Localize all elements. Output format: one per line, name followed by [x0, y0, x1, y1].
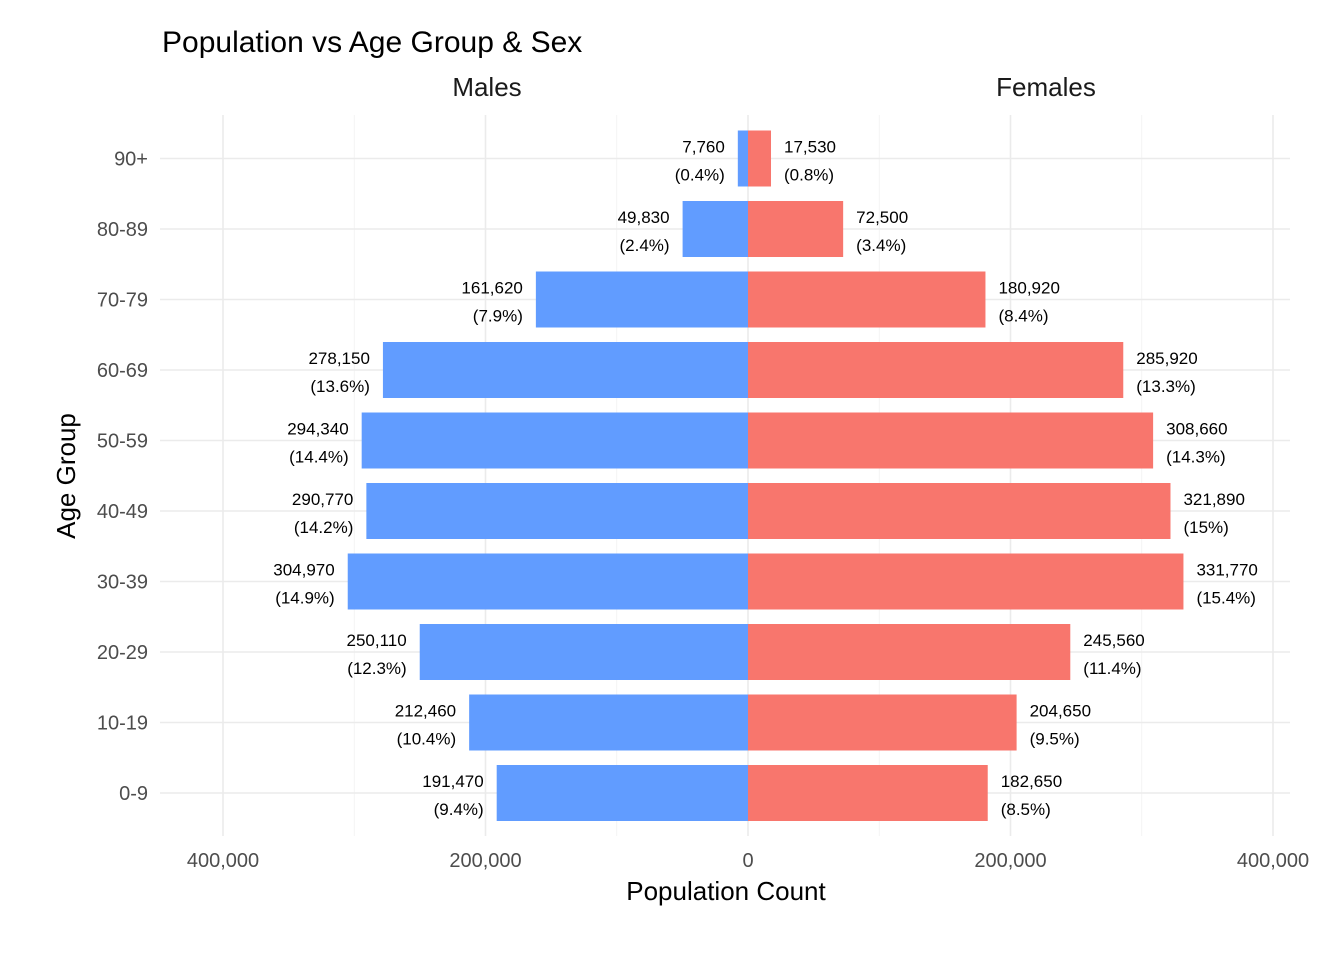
bar-label-female-pct: (8.4%) — [998, 307, 1048, 326]
bar-label-male-pct: (14.9%) — [275, 589, 335, 608]
facet-label-females: Females — [996, 72, 1096, 102]
bar-male — [469, 694, 748, 751]
facet-label-males: Males — [452, 72, 521, 102]
bar-label-female-pct: (3.4%) — [856, 236, 906, 255]
bar-label-female-count: 331,770 — [1196, 561, 1257, 580]
bar-label-female-count: 285,920 — [1136, 349, 1197, 368]
bar-label-female-count: 245,560 — [1083, 631, 1144, 650]
x-tick-label: 400,000 — [1237, 850, 1309, 872]
y-tick-label: 80-89 — [97, 219, 148, 241]
bar-female — [748, 201, 844, 257]
y-tick-label: 40-49 — [97, 501, 148, 523]
y-axis-ticks: 0-9 10-19 20-29 30-39 40-49 50-59 60-69 70-79 80… — [97, 149, 148, 806]
y-tick-label: 70-79 — [97, 290, 148, 312]
bar-label-male-count: 212,460 — [395, 702, 456, 721]
bar-male — [535, 271, 748, 328]
bar-label-female-count: 180,920 — [998, 279, 1059, 298]
bar-label-female-pct: (15.4%) — [1196, 589, 1256, 608]
bar-male — [361, 412, 748, 469]
bar-label-male-pct: (14.2%) — [294, 518, 354, 537]
bar-male — [682, 201, 748, 257]
x-tick-label: 0 — [742, 850, 753, 872]
y-tick-label: 30-39 — [97, 572, 148, 594]
bar-label-female-pct: (8.5%) — [1001, 800, 1051, 819]
chart-title: Population vs Age Group & Sex — [162, 26, 582, 59]
bar-label-male-count: 278,150 — [308, 349, 369, 368]
x-tick-label: 400,000 — [187, 850, 259, 872]
bar-label-female-pct: (15%) — [1183, 518, 1228, 537]
bar-female — [748, 694, 1017, 751]
bar-label-male-count: 7,760 — [682, 138, 725, 157]
bar-female — [748, 624, 1071, 680]
bar-label-male-pct: (10.4%) — [397, 730, 457, 749]
bar-male — [496, 765, 748, 821]
y-tick-label: 20-29 — [97, 642, 148, 664]
bar-male — [737, 130, 748, 187]
bar-female — [748, 765, 988, 821]
bars — [347, 130, 1184, 821]
y-tick-label: 90+ — [114, 149, 148, 171]
bar-label-male-pct: (14.4%) — [289, 448, 349, 467]
bar-female — [748, 271, 986, 328]
bar-female — [748, 130, 772, 187]
y-tick-label: 50-59 — [97, 431, 148, 453]
bar-label-male-pct: (7.9%) — [473, 307, 523, 326]
bar-female — [748, 483, 1171, 539]
bar-label-female-count: 17,530 — [784, 138, 836, 157]
bar-male — [366, 483, 748, 539]
x-axis-title: Population Count — [626, 876, 826, 906]
bar-label-female-pct: (0.8%) — [784, 166, 834, 185]
bar-female — [748, 412, 1154, 469]
bar-label-male-pct: (12.3%) — [347, 659, 407, 678]
bar-male — [382, 342, 748, 398]
bar-label-male-count: 304,970 — [273, 561, 334, 580]
bar-label-male-pct: (13.6%) — [310, 377, 370, 396]
bar-label-female-count: 72,500 — [856, 208, 908, 227]
bar-label-male-count: 49,830 — [618, 208, 670, 227]
bar-label-male-pct: (0.4%) — [675, 166, 725, 185]
bar-label-male-count: 161,620 — [461, 279, 522, 298]
bar-male — [419, 624, 748, 680]
y-tick-label: 0-9 — [119, 783, 148, 805]
bar-label-female-count: 204,650 — [1030, 702, 1091, 721]
x-tick-label: 200,000 — [449, 850, 521, 872]
x-tick-label: 200,000 — [974, 850, 1046, 872]
bar-label-female-pct: (9.5%) — [1030, 730, 1080, 749]
bar-label-male-count: 290,770 — [292, 490, 353, 509]
y-axis-title: Age Group — [51, 413, 81, 539]
bar-label-female-count: 308,660 — [1166, 420, 1227, 439]
bar-label-male-count: 294,340 — [287, 420, 348, 439]
bar-label-female-pct: (13.3%) — [1136, 377, 1196, 396]
bar-label-female-count: 321,890 — [1183, 490, 1244, 509]
x-axis-ticks: 400,000 200,000 0 200,000 400,000 — [187, 850, 1309, 872]
bar-female — [748, 553, 1184, 610]
y-tick-label: 60-69 — [97, 360, 148, 382]
bar-label-male-pct: (2.4%) — [620, 236, 670, 255]
bar-label-female-count: 182,650 — [1001, 772, 1062, 791]
y-tick-label: 10-19 — [97, 713, 148, 735]
bar-label-male-pct: (9.4%) — [434, 800, 484, 819]
bar-label-female-pct: (14.3%) — [1166, 448, 1226, 467]
bar-female — [748, 342, 1124, 398]
bar-male — [347, 553, 748, 610]
bar-label-female-pct: (11.4%) — [1083, 659, 1141, 678]
bar-label-male-count: 250,110 — [347, 631, 407, 650]
bar-labels: 191,470 (9.4%) 182,650 (8.5%) 212,460 (10.4%)… — [273, 138, 1258, 820]
bar-label-male-count: 191,470 — [422, 772, 483, 791]
